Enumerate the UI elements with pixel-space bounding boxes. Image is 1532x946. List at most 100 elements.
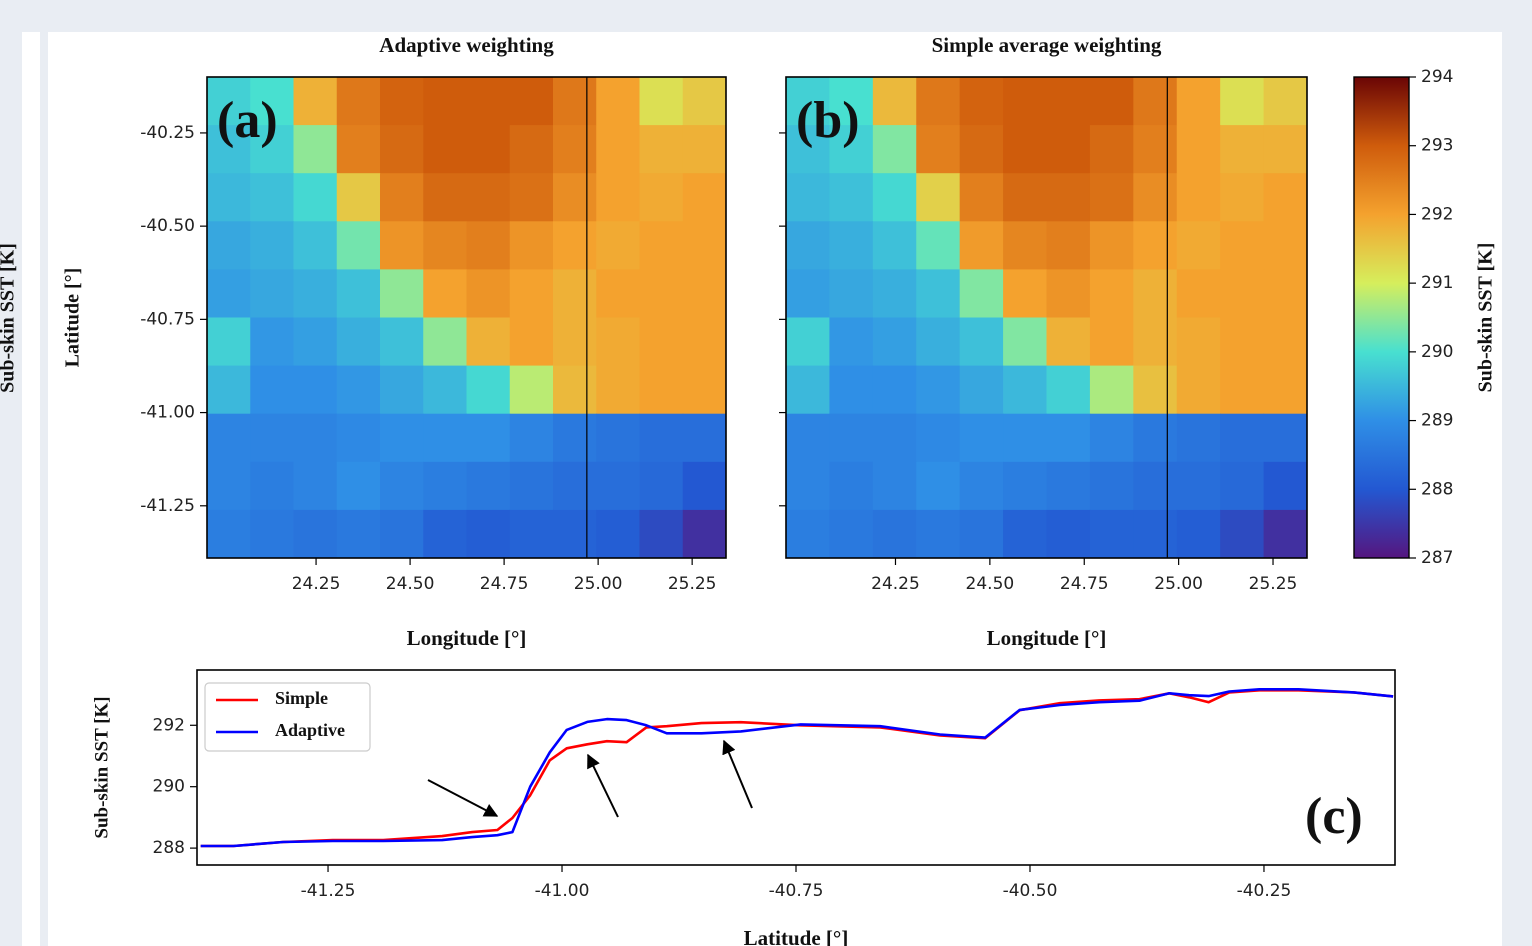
heatmap-cell <box>1176 221 1221 270</box>
heatmap-cell <box>380 317 424 367</box>
heatmap-cell <box>509 173 554 222</box>
heatmap-cell <box>1089 125 1134 174</box>
plot-frame <box>206 76 727 559</box>
heatmap-cell <box>1220 509 1265 559</box>
heatmap-cell <box>1003 413 1047 463</box>
heatmap-cell <box>959 77 1004 126</box>
heatmap-cell <box>466 461 511 511</box>
heatmap-cell <box>872 461 917 511</box>
heatmap-cell <box>596 269 640 318</box>
heatmap-cell <box>380 365 424 415</box>
heatmap-cell <box>509 509 554 559</box>
y-tick-label: -41.25 <box>140 496 195 516</box>
side-label: Sub-skin SST [K] <box>0 243 19 393</box>
heatmap-cell <box>916 413 961 463</box>
panel-label: (c) <box>1305 788 1363 845</box>
x-tick-label: 24.25 <box>871 574 920 594</box>
heatmap-cell <box>207 125 251 174</box>
heatmap-cell <box>639 221 684 270</box>
heatmap-cell <box>423 221 467 270</box>
heatmap-cell <box>380 461 424 511</box>
x-axis-label: Longitude [°] <box>407 626 527 650</box>
heatmap-cell <box>786 461 830 511</box>
heatmap-cell <box>682 317 727 367</box>
heatmap-cell <box>829 173 874 222</box>
heatmap-cell <box>872 413 917 463</box>
heatmap-cell <box>380 173 424 222</box>
heatmap-cell <box>1263 317 1308 367</box>
heatmap-cell <box>786 317 830 367</box>
heatmap-cell <box>829 269 874 318</box>
heatmap-cell <box>1133 125 1178 174</box>
heatmap-cell <box>1133 365 1178 415</box>
heatmap-cell <box>509 269 554 318</box>
y-tick-label: 292 <box>153 715 185 735</box>
heatmap-cell <box>466 509 511 559</box>
heatmap-cell <box>1263 77 1308 126</box>
heatmap-cell <box>553 221 597 270</box>
heatmap-cell <box>596 413 640 463</box>
heatmap-cell <box>959 269 1004 318</box>
heatmap-cell <box>293 365 338 415</box>
heatmap-cell <box>207 317 251 367</box>
heatmap-cell <box>423 461 467 511</box>
colorbar-tick-label: 292 <box>1421 204 1453 224</box>
x-tick-label: 25.25 <box>668 574 717 594</box>
heatmap-cell <box>207 461 251 511</box>
y-tick-label: -40.75 <box>140 309 195 329</box>
heatmap-cell <box>1089 221 1134 270</box>
y-axis-label: Latitude [°] <box>62 268 84 368</box>
heatmap-cell <box>380 125 424 174</box>
heatmap-cell <box>1176 125 1221 174</box>
heatmap-cell <box>682 461 727 511</box>
heatmap-cell <box>423 317 467 367</box>
heatmap-cell <box>423 77 467 126</box>
heatmap-cell <box>250 77 294 126</box>
heatmap-cell <box>639 173 684 222</box>
heatmap-cell <box>916 461 961 511</box>
heatmap-cell <box>1176 77 1221 126</box>
heatmap-cell <box>553 317 597 367</box>
heatmap-cell <box>1089 509 1134 559</box>
heatmap-cell <box>916 317 961 367</box>
x-tick-label: 25.00 <box>574 574 623 594</box>
heatmap-cell <box>596 77 640 126</box>
heatmap-cell <box>509 461 554 511</box>
heatmap-cell <box>959 221 1004 270</box>
heatmap-cell <box>1046 125 1091 174</box>
heatmap-cell <box>509 77 554 126</box>
heatmap-cell <box>336 509 381 559</box>
chart-title: Adaptive weighting <box>379 33 554 57</box>
heatmap-cell <box>1046 221 1091 270</box>
heatmap-cell <box>553 77 597 126</box>
y-axis-label: Sub-skin SST [K] <box>91 696 112 838</box>
x-tick-label: -40.75 <box>769 881 824 901</box>
heatmap-cell <box>466 125 511 174</box>
heatmap-cell <box>293 509 338 559</box>
heatmap-cell <box>466 173 511 222</box>
colorbar <box>1353 76 1410 559</box>
y-tick-label: -41.00 <box>140 403 195 423</box>
heatmap-cell <box>1089 365 1134 415</box>
heatmap-cell <box>959 365 1004 415</box>
heatmap-cell <box>423 125 467 174</box>
heatmap-cell <box>1003 125 1047 174</box>
heatmap-cell <box>596 173 640 222</box>
x-tick-label: -40.50 <box>1003 881 1058 901</box>
heatmap-cell <box>336 317 381 367</box>
heatmap-cell <box>250 221 294 270</box>
heatmap-cell <box>423 509 467 559</box>
heatmap-cell <box>336 365 381 415</box>
heatmap-cell <box>423 173 467 222</box>
heatmap-cell <box>872 317 917 367</box>
heatmap-cell <box>639 317 684 367</box>
heatmap-cell <box>207 77 251 126</box>
panel-label: (b) <box>796 92 860 149</box>
y-tick-label: 288 <box>153 838 185 858</box>
x-tick-label: 25.00 <box>1154 574 1203 594</box>
heatmap-cell <box>423 413 467 463</box>
heatmap-cell <box>423 365 467 415</box>
colorbar-tick-label: 293 <box>1421 136 1453 156</box>
arrow <box>427 779 499 817</box>
